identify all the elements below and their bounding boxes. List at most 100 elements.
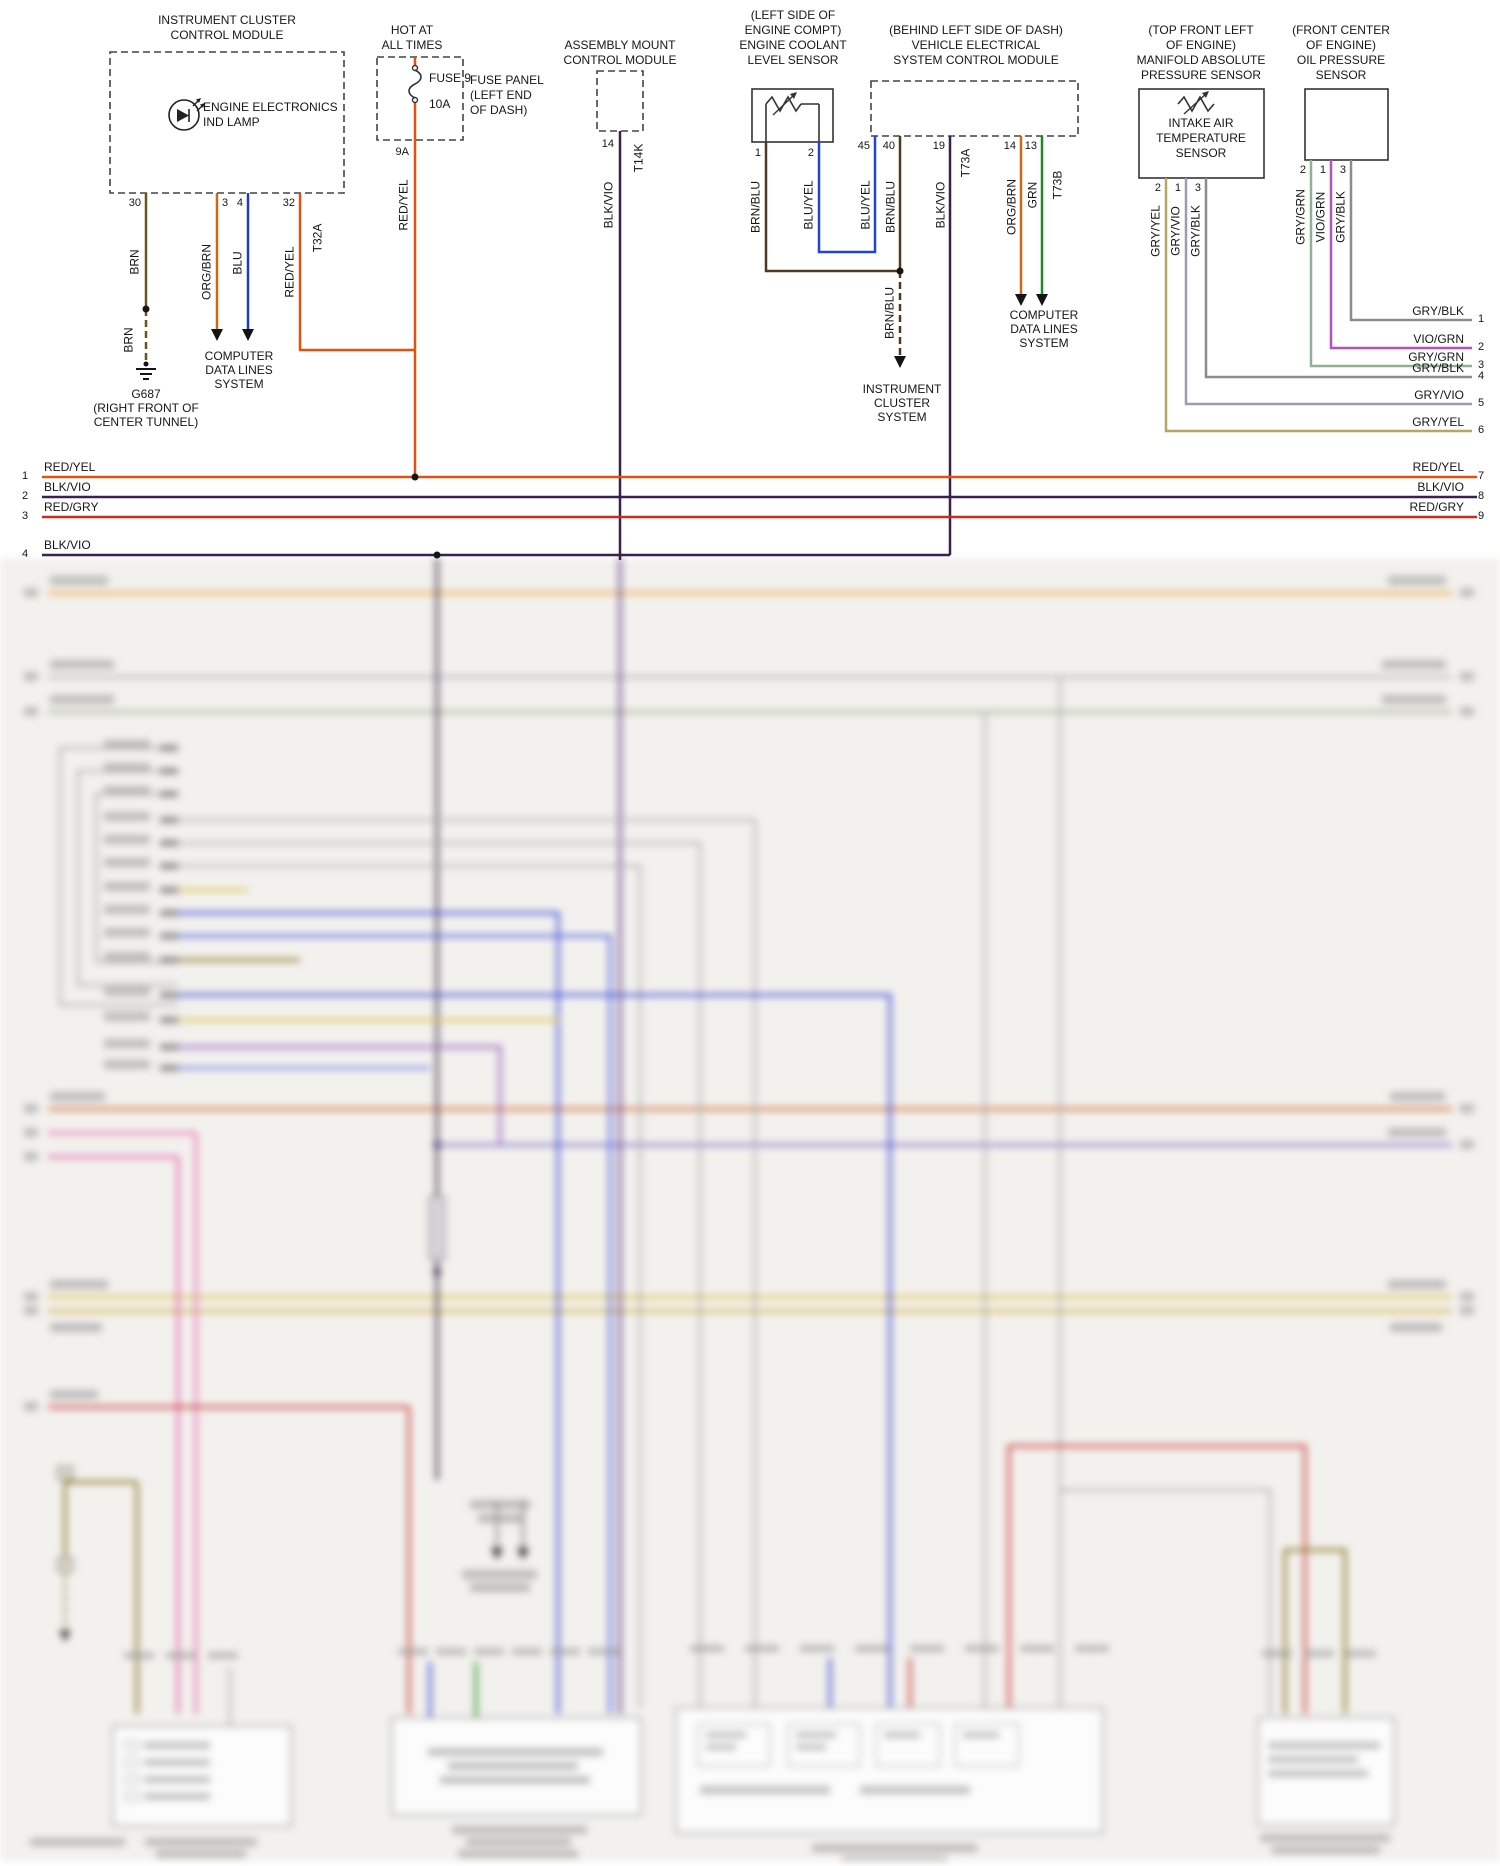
conn3-num: 3 [1478,359,1485,371]
vehicle-electrical-module-box [870,80,1079,137]
icc-title-line2: CONTROL MODULE [170,28,284,42]
vescm-title-line2: VEHICLE ELECTRICAL [911,38,1041,52]
wire-label-blk-vio-vescm: BLK/VIO [933,181,948,229]
cool-title-line1: (LEFT SIDE OF [750,8,836,22]
oil-title-line2: OF ENGINE) [1305,38,1377,52]
wire-label-gry-blk-map: GRY/BLK [1188,205,1203,257]
bus2-wire-right: BLK/VIO [1417,480,1464,494]
conn4-wire: GRY/BLK [1412,361,1464,375]
fuse-icon [408,64,422,104]
wire-gry-vio [1184,178,1472,406]
blurred-text-blobs [24,576,1474,1864]
blurred-wire-runs [48,556,1452,1726]
splice-dot-brn-blu [896,267,904,275]
conn6-wire: GRY/YEL [1412,415,1464,429]
wire-label-gry-vio: GRY/VIO [1168,206,1183,256]
wire-label-grn: GRN [1025,181,1040,209]
wire-label-gry-blk-oil: GRY/BLK [1333,191,1348,243]
fuse-panel-line3: OF DASH) [470,103,528,117]
map-title-line2: OF ENGINE) [1165,38,1237,52]
bus1-wire-right: RED/YEL [1412,460,1464,474]
wire-blu-yel [817,136,877,254]
wire-brn-blu-coolant [764,142,900,273]
fuse-amps: 10A [429,97,451,111]
wire-label-red-yel-fuse: RED/YEL [396,179,411,231]
ground-loc2: CENTER TUNNEL) [93,415,199,429]
conn3-wire: GRY/GRN [1408,350,1464,364]
arrow-cdl-orgbrn [211,329,223,341]
ics-line3: SYSTEM [877,410,927,424]
cdl2-line2: DATA LINES [1010,322,1078,336]
ground-symbol-g687 [136,361,156,380]
conn1-num: 1 [1478,313,1485,325]
wire-gry-blk-oil [1349,160,1472,322]
connector-label-t32a: T32A [310,223,325,253]
wire-label-blk-vio-asm: BLK/VIO [601,181,616,229]
wire-label-brn-blu-splice: BRN/BLU [882,286,897,340]
vescm-pin-19: 19 [932,140,945,152]
bus1-num-left: 1 [22,470,29,482]
cool-title-line4: LEVEL SENSOR [747,53,839,67]
cdl1-line1: COMPUTER [204,349,274,363]
asm-pin-14: 14 [601,138,614,150]
asm-title-line1: ASSEMBLY MOUNT [564,38,676,52]
bus2-wire-left: BLK/VIO [44,480,91,494]
ground-loc1: (RIGHT FRONT OF [93,401,199,415]
icc-lamp-label1: ENGINE ELECTRONICS [203,100,338,114]
vescm-pin-13: 13 [1024,140,1037,152]
vescm-pin-45: 45 [857,140,870,152]
fuse-hot-line2: ALL TIMES [381,38,443,52]
cool-title-line3: ENGINE COOLANT [739,38,847,52]
bus2-num-right: 8 [1478,490,1485,502]
wire-label-gry-yel: GRY/YEL [1148,205,1163,257]
map-title-line4: PRESSURE SENSOR [1140,68,1262,82]
cool-title-line2: ENGINE COMPT) [744,23,842,37]
cdl2-line1: COMPUTER [1009,308,1079,322]
cdl1-line3: SYSTEM [214,377,264,391]
map-inner-line3: SENSOR [1175,146,1227,160]
asm-title-line2: CONTROL MODULE [563,53,677,67]
arrow-cdl-blu [242,329,254,341]
conn2-num: 2 [1478,341,1485,353]
map-pin-2: 2 [1154,182,1161,194]
connector-label-t14k: T14K [631,143,646,173]
wire-label-red-yel: RED/YEL [282,246,297,298]
conn4-num: 4 [1478,370,1485,382]
map-sensor-box [1138,88,1265,179]
coolant-level-sensor-box [751,88,834,143]
map-inner-line2: TEMPERATURE [1156,131,1246,145]
wire-label-org-brn-vescm: ORG/BRN [1004,178,1019,236]
wire-vio-grn [1329,160,1472,350]
wire-label-brn: BRN [127,249,142,275]
ics-line1: INSTRUMENT [862,382,942,396]
bus1-num-right: 7 [1478,470,1485,482]
blurred-connector-ticks [160,745,178,1071]
vescm-title-line1: (BEHIND LEFT SIDE OF DASH) [889,23,1063,37]
wire-gry-grn [1309,160,1472,368]
wire-gry-blk-map [1204,178,1472,379]
bus3-wire-right: RED/GRY [1409,500,1464,514]
map-inner-line1: INTAKE AIR [1168,116,1234,130]
wire-label-brn-blu: BRN/BLU [748,180,763,234]
blurred-symbols [56,1141,529,1642]
bus4-wire-left: BLK/VIO [44,538,91,552]
blurred-module-boxes [112,1707,1395,1834]
oil-title-line4: SENSOR [1315,68,1367,82]
fuse-pin-9a: 9A [395,146,409,158]
bus3-num-left: 3 [22,510,29,522]
oil-pin-2: 2 [1299,164,1306,176]
ground-id: G687 [131,387,161,401]
connector-label-t73a: T73A [958,148,973,178]
oil-pin-1: 1 [1319,164,1326,176]
fuse-panel-box [376,56,464,141]
coolant-sensor-icon [765,92,820,142]
arrow-cdl-orgbrn2 [1015,294,1027,306]
map-title-line3: MANIFOLD ABSOLUTE [1136,53,1266,67]
wire-red-yel-t32a [298,193,415,352]
junction-dots [142,267,904,559]
cdl2-line3: SYSTEM [1019,336,1069,350]
bus4-num-left: 4 [22,548,29,560]
wire-label-brn-blu-vescm: BRN/BLU [883,180,898,234]
